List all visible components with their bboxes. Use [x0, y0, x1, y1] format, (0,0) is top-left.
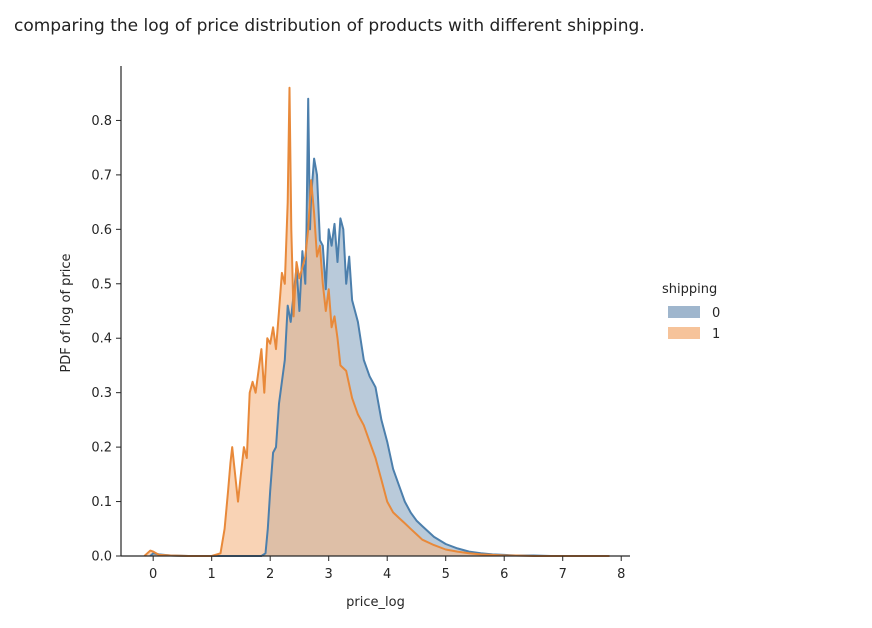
y-tick-label: 0.3: [91, 386, 112, 401]
series-0-area: [150, 98, 610, 556]
series-1-kde-line: [143, 86, 610, 557]
y-tick-label: 0.5: [91, 277, 112, 292]
y-tick-label: 0.4: [91, 332, 112, 347]
density-areas: [144, 87, 610, 557]
y-tick-label: 0.2: [91, 441, 112, 456]
legend-title: shipping: [662, 282, 717, 297]
series-1-area: [144, 87, 610, 557]
x-tick-label: 1: [208, 567, 216, 582]
x-tick-label: 7: [559, 567, 567, 582]
x-tick-label: 6: [500, 567, 508, 582]
legend-label-0: 0: [712, 306, 720, 321]
legend: shipping 0 1: [662, 282, 720, 342]
x-tick-label: 3: [325, 567, 333, 582]
y-tick-label: 0.8: [91, 114, 112, 129]
chart-caption: comparing the log of price distribution …: [14, 16, 645, 36]
axes: 0 1 2 3 4 5 6 7 8 0.0 0.1 0.2 0.3 0.4 0.5 0.6 0.7 0.8 pric…: [59, 66, 630, 610]
x-tick-label: 2: [266, 567, 274, 582]
y-tick-label: 0.6: [91, 223, 112, 238]
kde-lines: [143, 86, 610, 557]
x-tick-label: 4: [383, 567, 391, 582]
y-tick-label: 0.1: [91, 495, 112, 510]
x-tick-label: 0: [149, 567, 157, 582]
y-axis-label: PDF of log of price: [59, 253, 74, 372]
x-tick-label: 5: [442, 567, 450, 582]
y-tick-label: 0.0: [91, 550, 112, 565]
legend-swatch-0: [668, 306, 700, 318]
legend-label-1: 1: [712, 327, 720, 342]
y-tick-label: 0.7: [91, 168, 112, 183]
legend-swatch-1: [668, 327, 700, 339]
x-tick-label: 8: [617, 567, 625, 582]
x-axis-label: price_log: [346, 595, 405, 610]
series-0-kde-line: [149, 97, 610, 557]
